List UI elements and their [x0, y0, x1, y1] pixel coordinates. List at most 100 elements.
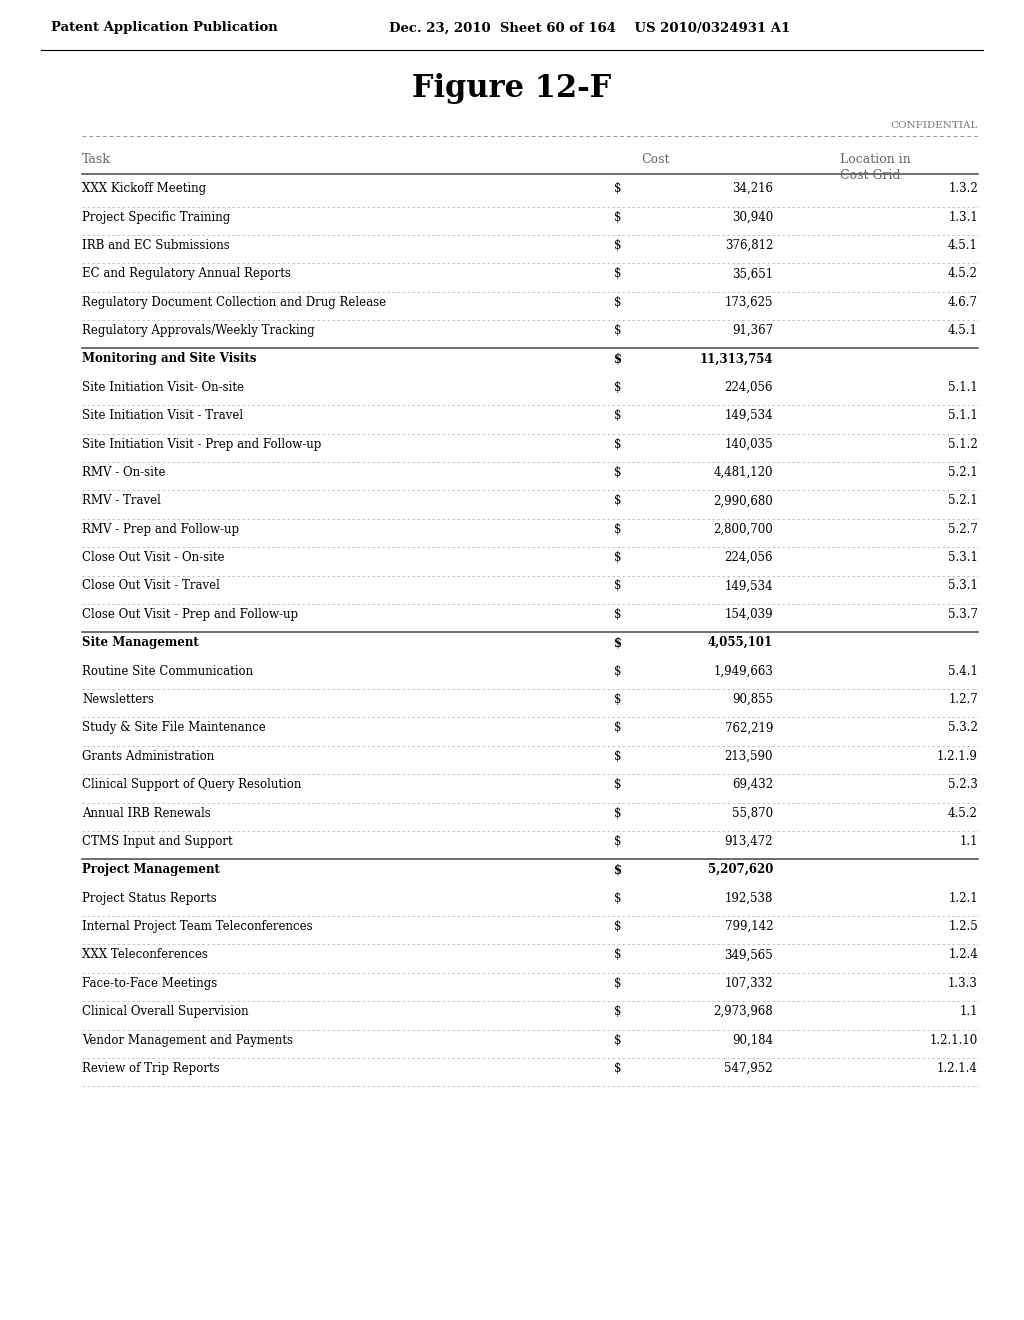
Text: 224,056: 224,056: [725, 380, 773, 393]
Text: $: $: [614, 863, 623, 876]
Text: 224,056: 224,056: [725, 552, 773, 564]
Text: Newsletters: Newsletters: [82, 693, 154, 706]
Text: Close Out Visit - Travel: Close Out Visit - Travel: [82, 579, 220, 593]
Text: CTMS Input and Support: CTMS Input and Support: [82, 834, 232, 847]
Text: 149,534: 149,534: [725, 409, 773, 422]
Text: Project Management: Project Management: [82, 863, 220, 876]
Text: 1.3.1: 1.3.1: [948, 210, 978, 223]
Text: 5.3.1: 5.3.1: [948, 579, 978, 593]
Text: 1.2.1.9: 1.2.1.9: [937, 750, 978, 763]
Text: 107,332: 107,332: [725, 977, 773, 990]
Text: 4.5.2: 4.5.2: [948, 807, 978, 820]
Text: 1.1: 1.1: [959, 834, 978, 847]
Text: 11,313,754: 11,313,754: [699, 352, 773, 366]
Text: $: $: [614, 607, 622, 620]
Text: $: $: [614, 892, 622, 904]
Text: 2,800,700: 2,800,700: [714, 523, 773, 536]
Text: $: $: [614, 325, 622, 337]
Text: 376,812: 376,812: [725, 239, 773, 252]
Text: 4,481,120: 4,481,120: [714, 466, 773, 479]
Text: 173,625: 173,625: [725, 296, 773, 309]
Text: 192,538: 192,538: [725, 892, 773, 904]
Text: 5.3.2: 5.3.2: [948, 721, 978, 734]
Text: Grants Administration: Grants Administration: [82, 750, 214, 763]
Text: XXX Kickoff Meeting: XXX Kickoff Meeting: [82, 182, 206, 195]
Text: 1.2.1.10: 1.2.1.10: [930, 1034, 978, 1047]
Text: $: $: [614, 267, 622, 280]
Text: 1.2.1: 1.2.1: [948, 892, 978, 904]
Text: $: $: [614, 807, 622, 820]
Text: 5.1.2: 5.1.2: [948, 438, 978, 450]
Text: $: $: [614, 579, 622, 593]
Text: $: $: [614, 777, 622, 791]
Text: 5.4.1: 5.4.1: [948, 665, 978, 677]
Text: Monitoring and Site Visits: Monitoring and Site Visits: [82, 352, 256, 366]
Text: 1.2.5: 1.2.5: [948, 920, 978, 933]
Text: Location in
Cost Grid: Location in Cost Grid: [840, 153, 910, 182]
Text: 2,990,680: 2,990,680: [714, 495, 773, 507]
Text: $: $: [614, 182, 622, 195]
Text: Face-to-Face Meetings: Face-to-Face Meetings: [82, 977, 217, 990]
Text: 2,973,968: 2,973,968: [714, 1006, 773, 1018]
Text: $: $: [614, 834, 622, 847]
Text: 1.1: 1.1: [959, 1006, 978, 1018]
Text: 913,472: 913,472: [725, 834, 773, 847]
Text: 547,952: 547,952: [725, 1061, 773, 1074]
Text: $: $: [614, 495, 622, 507]
Text: $: $: [614, 1061, 622, 1074]
Text: 5.2.1: 5.2.1: [948, 466, 978, 479]
Text: $: $: [614, 665, 622, 677]
Text: 5,207,620: 5,207,620: [708, 863, 773, 876]
Text: 4.5.2: 4.5.2: [948, 267, 978, 280]
Text: 140,035: 140,035: [725, 438, 773, 450]
Text: $: $: [614, 409, 622, 422]
Text: Site Initiation Visit- On-site: Site Initiation Visit- On-site: [82, 380, 244, 393]
Text: $: $: [614, 636, 623, 649]
Text: Project Specific Training: Project Specific Training: [82, 210, 230, 223]
Text: $: $: [614, 750, 622, 763]
Text: Regulatory Document Collection and Drug Release: Regulatory Document Collection and Drug …: [82, 296, 386, 309]
Text: 90,184: 90,184: [732, 1034, 773, 1047]
Text: 4.5.1: 4.5.1: [948, 239, 978, 252]
Text: 762,219: 762,219: [725, 721, 773, 734]
Text: Close Out Visit - On-site: Close Out Visit - On-site: [82, 552, 224, 564]
Text: Review of Trip Reports: Review of Trip Reports: [82, 1061, 219, 1074]
Text: Task: Task: [82, 153, 111, 166]
Text: RMV - On-site: RMV - On-site: [82, 466, 166, 479]
Text: $: $: [614, 239, 622, 252]
Text: 5.1.1: 5.1.1: [948, 380, 978, 393]
Text: 5.3.7: 5.3.7: [948, 607, 978, 620]
Text: 69,432: 69,432: [732, 777, 773, 791]
Text: 149,534: 149,534: [725, 579, 773, 593]
Text: Clinical Overall Supervision: Clinical Overall Supervision: [82, 1006, 249, 1018]
Text: Dec. 23, 2010  Sheet 60 of 164    US 2010/0324931 A1: Dec. 23, 2010 Sheet 60 of 164 US 2010/03…: [389, 21, 791, 34]
Text: $: $: [614, 210, 622, 223]
Text: $: $: [614, 352, 623, 366]
Text: 1,949,663: 1,949,663: [714, 665, 773, 677]
Text: 35,651: 35,651: [732, 267, 773, 280]
Text: 5.1.1: 5.1.1: [948, 409, 978, 422]
Text: Internal Project Team Teleconferences: Internal Project Team Teleconferences: [82, 920, 312, 933]
Text: 91,367: 91,367: [732, 325, 773, 337]
Text: Close Out Visit - Prep and Follow-up: Close Out Visit - Prep and Follow-up: [82, 607, 298, 620]
Text: $: $: [614, 721, 622, 734]
Text: IRB and EC Submissions: IRB and EC Submissions: [82, 239, 229, 252]
Text: Vendor Management and Payments: Vendor Management and Payments: [82, 1034, 293, 1047]
Text: Routine Site Communication: Routine Site Communication: [82, 665, 253, 677]
Text: 1.3.3: 1.3.3: [948, 977, 978, 990]
Text: Cost: Cost: [641, 153, 670, 166]
Text: $: $: [614, 438, 622, 450]
Text: 799,142: 799,142: [725, 920, 773, 933]
Text: Regulatory Approvals/Weekly Tracking: Regulatory Approvals/Weekly Tracking: [82, 325, 314, 337]
Text: 5.2.3: 5.2.3: [948, 777, 978, 791]
Text: XXX Teleconferences: XXX Teleconferences: [82, 948, 208, 961]
Text: RMV - Prep and Follow-up: RMV - Prep and Follow-up: [82, 523, 239, 536]
Text: Clinical Support of Query Resolution: Clinical Support of Query Resolution: [82, 777, 301, 791]
Text: 154,039: 154,039: [725, 607, 773, 620]
Text: $: $: [614, 920, 622, 933]
Text: 1.2.1.4: 1.2.1.4: [937, 1061, 978, 1074]
Text: RMV - Travel: RMV - Travel: [82, 495, 161, 507]
Text: $: $: [614, 296, 622, 309]
Text: 4,055,101: 4,055,101: [708, 636, 773, 649]
Text: $: $: [614, 466, 622, 479]
